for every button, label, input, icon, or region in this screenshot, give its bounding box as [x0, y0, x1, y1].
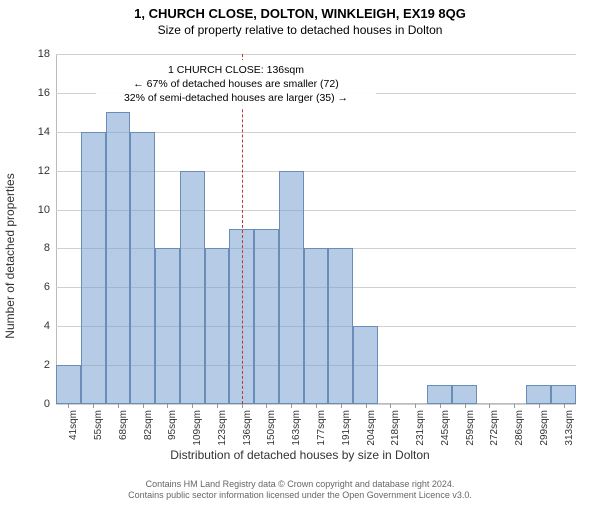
histogram-bar: [452, 385, 477, 404]
x-tick-label: 150sqm: [266, 410, 277, 446]
histogram-bar: [205, 248, 230, 404]
y-tick-label: 8: [44, 242, 50, 254]
histogram-bar: [427, 385, 452, 404]
x-tickmark: [415, 404, 416, 408]
x-axis-label: Distribution of detached houses by size …: [0, 448, 600, 462]
histogram-bar: [106, 112, 131, 404]
x-tickmark: [291, 404, 292, 408]
y-tick-label: 0: [44, 398, 50, 410]
x-tick-label: 204sqm: [366, 410, 377, 446]
histogram-bar: [304, 248, 329, 404]
x-tickmark: [143, 404, 144, 408]
chart-title: 1, CHURCH CLOSE, DOLTON, WINKLEIGH, EX19…: [0, 6, 600, 21]
x-tickmark: [514, 404, 515, 408]
x-tick-label: 231sqm: [415, 410, 426, 446]
y-tick-label: 16: [38, 87, 50, 99]
annotation-line: ← 67% of detached houses are smaller (72…: [101, 77, 371, 91]
x-tick-label: 245sqm: [440, 410, 451, 446]
x-tickmark: [68, 404, 69, 408]
x-tick-label: 55sqm: [93, 410, 104, 440]
annotation-box: 1 CHURCH CLOSE: 136sqm← 67% of detached …: [96, 60, 376, 109]
x-tickmark: [440, 404, 441, 408]
x-tick-label: 191sqm: [341, 410, 352, 446]
plot-region: 02468101214161841sqm55sqm68sqm82sqm95sqm…: [56, 54, 576, 404]
y-axis-label: Number of detached properties: [3, 91, 17, 256]
x-tick-label: 286sqm: [514, 410, 525, 446]
y-tick-label: 18: [38, 48, 50, 60]
histogram-bar: [551, 385, 576, 404]
y-tick-label: 10: [38, 204, 50, 216]
x-tick-label: 109sqm: [192, 410, 203, 446]
y-tick-label: 2: [44, 359, 50, 371]
x-tick-label: 82sqm: [143, 410, 154, 440]
x-tickmark: [366, 404, 367, 408]
x-tick-label: 177sqm: [316, 410, 327, 446]
annotation-line: 32% of semi-detached houses are larger (…: [101, 91, 371, 105]
x-tickmark: [316, 404, 317, 408]
x-tickmark: [341, 404, 342, 408]
x-tick-label: 259sqm: [465, 410, 476, 446]
x-tick-label: 123sqm: [217, 410, 228, 446]
x-tick-label: 272sqm: [489, 410, 500, 446]
y-tick-label: 12: [38, 165, 50, 177]
x-tickmark: [242, 404, 243, 408]
x-tickmark: [390, 404, 391, 408]
x-tick-label: 218sqm: [390, 410, 401, 446]
x-tick-label: 163sqm: [291, 410, 302, 446]
histogram-bar: [130, 132, 155, 404]
y-tick-label: 14: [38, 126, 50, 138]
grid-line: [56, 54, 576, 55]
x-tickmark: [465, 404, 466, 408]
footer-attribution: Contains HM Land Registry data © Crown c…: [0, 479, 600, 502]
y-tick-label: 4: [44, 320, 50, 332]
x-tick-label: 41sqm: [68, 410, 79, 440]
x-tick-label: 299sqm: [539, 410, 550, 446]
x-tickmark: [489, 404, 490, 408]
histogram-bar: [81, 132, 106, 404]
x-tick-label: 136sqm: [242, 410, 253, 446]
x-tick-label: 95sqm: [167, 410, 178, 440]
histogram-bar: [328, 248, 353, 404]
chart-area: 02468101214161841sqm55sqm68sqm82sqm95sqm…: [56, 54, 576, 404]
histogram-bar: [180, 171, 205, 404]
annotation-line: 1 CHURCH CLOSE: 136sqm: [101, 63, 371, 77]
x-tickmark: [192, 404, 193, 408]
x-tickmark: [93, 404, 94, 408]
x-tick-label: 68sqm: [118, 410, 129, 440]
footer-line-1: Contains HM Land Registry data © Crown c…: [0, 479, 600, 491]
histogram-bar: [254, 229, 279, 404]
x-tickmark: [539, 404, 540, 408]
histogram-bar: [279, 171, 304, 404]
x-tick-label: 313sqm: [564, 410, 575, 446]
histogram-bar: [155, 248, 180, 404]
histogram-bar: [353, 326, 378, 404]
x-tickmark: [564, 404, 565, 408]
y-tick-label: 6: [44, 281, 50, 293]
chart-subtitle: Size of property relative to detached ho…: [0, 23, 600, 37]
x-tickmark: [118, 404, 119, 408]
histogram-bar: [56, 365, 81, 404]
x-tickmark: [167, 404, 168, 408]
x-tickmark: [266, 404, 267, 408]
x-tickmark: [217, 404, 218, 408]
histogram-bar: [526, 385, 551, 404]
footer-line-2: Contains public sector information licen…: [0, 490, 600, 502]
